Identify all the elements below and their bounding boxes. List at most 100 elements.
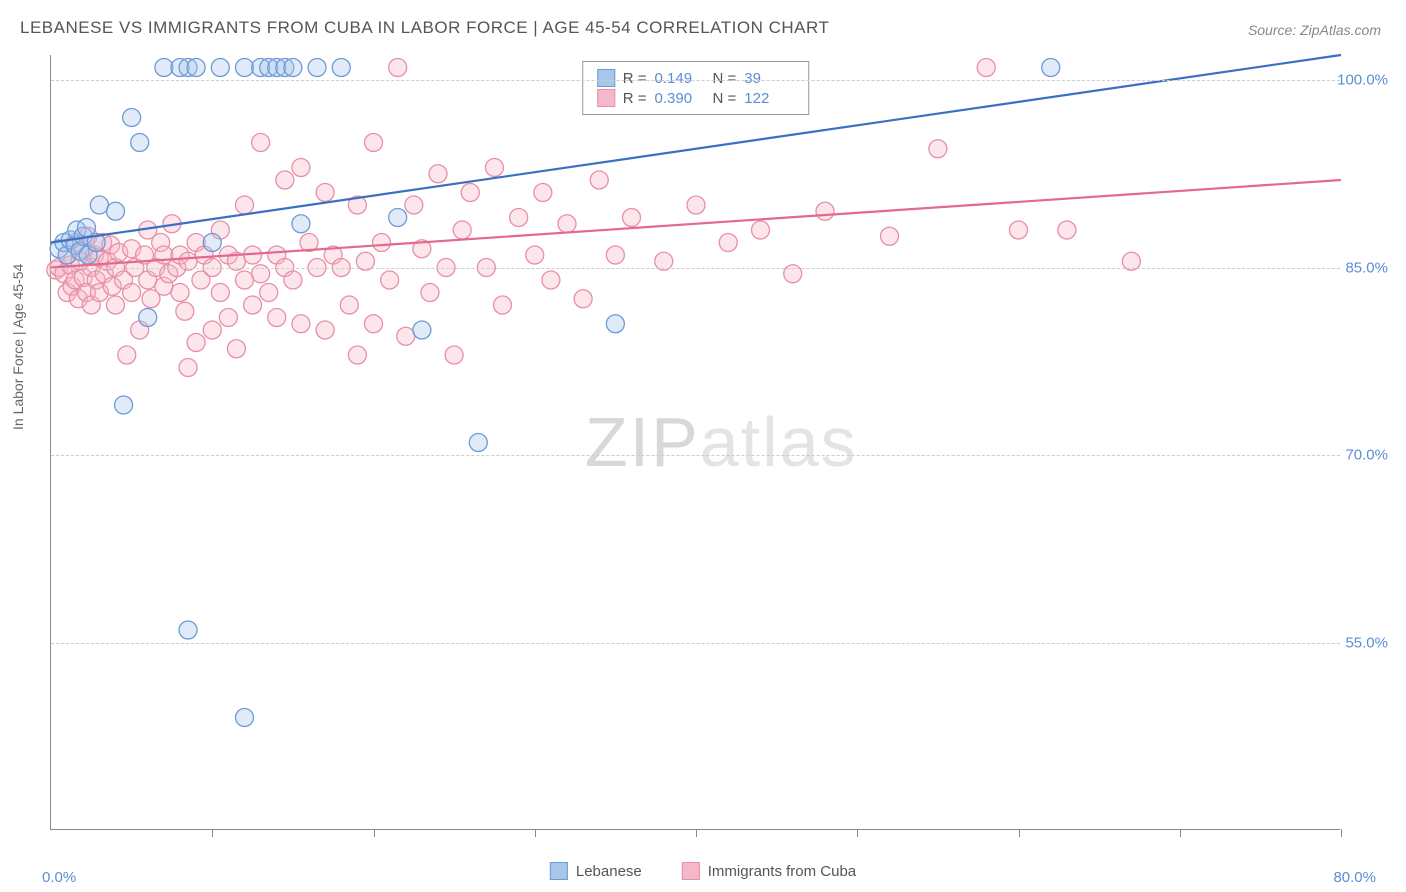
legend-swatch-lebanese bbox=[550, 862, 568, 880]
data-point bbox=[558, 215, 576, 233]
data-point bbox=[107, 202, 125, 220]
data-point bbox=[118, 346, 136, 364]
data-point bbox=[292, 159, 310, 177]
data-point bbox=[131, 134, 149, 152]
data-point bbox=[123, 109, 141, 127]
gridline bbox=[51, 268, 1340, 269]
source-attribution: Source: ZipAtlas.com bbox=[1248, 22, 1381, 38]
x-tick bbox=[1019, 829, 1020, 837]
data-point bbox=[211, 59, 229, 77]
data-point bbox=[123, 284, 141, 302]
x-tick bbox=[212, 829, 213, 837]
data-point bbox=[292, 215, 310, 233]
data-point bbox=[929, 140, 947, 158]
data-point bbox=[397, 327, 415, 345]
n-value-cuba: 122 bbox=[744, 90, 794, 107]
data-point bbox=[155, 59, 173, 77]
data-point bbox=[332, 59, 350, 77]
data-point bbox=[421, 284, 439, 302]
gridline bbox=[51, 455, 1340, 456]
gridline bbox=[51, 643, 1340, 644]
x-axis-max-label: 80.0% bbox=[1333, 869, 1376, 886]
x-tick bbox=[696, 829, 697, 837]
data-point bbox=[752, 221, 770, 239]
data-point bbox=[494, 296, 512, 314]
x-tick bbox=[374, 829, 375, 837]
data-point bbox=[469, 434, 487, 452]
data-point bbox=[244, 296, 262, 314]
legend-label-cuba: Immigrants from Cuba bbox=[708, 863, 856, 880]
plot-area: ZIPatlas R = 0.149 N = 39 R = 0.390 N = … bbox=[50, 55, 1340, 830]
r-label: R = bbox=[623, 70, 647, 87]
r-value-lebanese: 0.149 bbox=[655, 70, 705, 87]
data-point bbox=[413, 321, 431, 339]
data-point bbox=[236, 709, 254, 727]
legend-item-lebanese: Lebanese bbox=[550, 862, 642, 880]
data-point bbox=[365, 315, 383, 333]
data-point bbox=[227, 340, 245, 358]
data-point bbox=[977, 59, 995, 77]
data-point bbox=[260, 284, 278, 302]
data-point bbox=[308, 59, 326, 77]
y-tick-label: 70.0% bbox=[1345, 447, 1388, 464]
data-point bbox=[176, 302, 194, 320]
data-point bbox=[542, 271, 560, 289]
data-point bbox=[236, 196, 254, 214]
stats-legend: R = 0.149 N = 39 R = 0.390 N = 122 bbox=[582, 61, 810, 115]
data-point bbox=[623, 209, 641, 227]
data-point bbox=[574, 290, 592, 308]
data-point bbox=[687, 196, 705, 214]
data-point bbox=[1058, 221, 1076, 239]
data-point bbox=[816, 202, 834, 220]
data-point bbox=[606, 246, 624, 264]
n-value-lebanese: 39 bbox=[744, 70, 794, 87]
legend-swatch-cuba bbox=[597, 89, 615, 107]
data-point bbox=[187, 59, 205, 77]
data-point bbox=[445, 346, 463, 364]
trend-line bbox=[51, 180, 1341, 268]
data-point bbox=[1010, 221, 1028, 239]
data-point bbox=[171, 284, 189, 302]
data-point bbox=[429, 165, 447, 183]
data-point bbox=[381, 271, 399, 289]
data-point bbox=[590, 171, 608, 189]
legend-swatch-cuba bbox=[682, 862, 700, 880]
data-point bbox=[90, 196, 108, 214]
data-point bbox=[284, 271, 302, 289]
y-tick-label: 85.0% bbox=[1345, 259, 1388, 276]
n-label: N = bbox=[713, 90, 737, 107]
x-tick bbox=[857, 829, 858, 837]
gridline bbox=[51, 80, 1340, 81]
x-tick bbox=[1341, 829, 1342, 837]
data-point bbox=[115, 396, 133, 414]
data-point bbox=[485, 159, 503, 177]
data-point bbox=[179, 621, 197, 639]
chart-title: LEBANESE VS IMMIGRANTS FROM CUBA IN LABO… bbox=[20, 18, 829, 38]
data-point bbox=[389, 59, 407, 77]
data-point bbox=[510, 209, 528, 227]
data-point bbox=[107, 296, 125, 314]
data-point bbox=[526, 246, 544, 264]
legend-swatch-lebanese bbox=[597, 69, 615, 87]
data-point bbox=[461, 184, 479, 202]
data-point bbox=[187, 334, 205, 352]
chart-svg bbox=[51, 55, 1340, 829]
bottom-legend: Lebanese Immigrants from Cuba bbox=[550, 862, 856, 880]
data-point bbox=[236, 59, 254, 77]
data-point bbox=[203, 234, 221, 252]
data-point bbox=[373, 234, 391, 252]
data-point bbox=[252, 134, 270, 152]
legend-item-cuba: Immigrants from Cuba bbox=[682, 862, 856, 880]
data-point bbox=[881, 227, 899, 245]
data-point bbox=[236, 271, 254, 289]
data-point bbox=[1042, 59, 1060, 77]
stats-row-cuba: R = 0.390 N = 122 bbox=[597, 88, 795, 108]
data-point bbox=[340, 296, 358, 314]
data-point bbox=[139, 309, 157, 327]
data-point bbox=[365, 134, 383, 152]
y-axis-label: In Labor Force | Age 45-54 bbox=[10, 264, 26, 430]
data-point bbox=[316, 321, 334, 339]
stats-row-lebanese: R = 0.149 N = 39 bbox=[597, 68, 795, 88]
y-tick-label: 55.0% bbox=[1345, 634, 1388, 651]
data-point bbox=[453, 221, 471, 239]
